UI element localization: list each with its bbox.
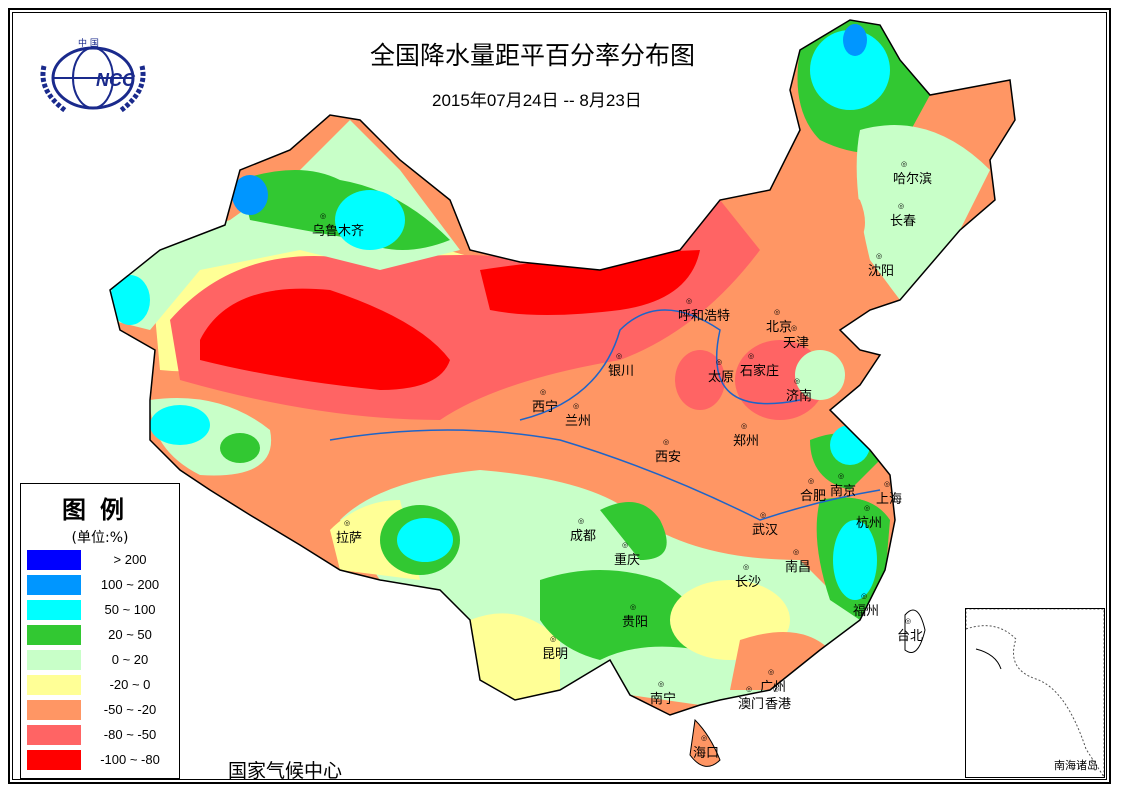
legend-item: -100 ~ -80 [27, 747, 179, 772]
legend-swatch [27, 624, 81, 645]
city-label: 兰州 [565, 402, 591, 429]
legend-swatch [27, 674, 81, 695]
city-label: 南京 [830, 472, 856, 499]
legend-label: 0 ~ 20 [111, 652, 149, 667]
legend-swatch [27, 549, 81, 570]
legend-item: > 200 [27, 547, 179, 572]
city-label: 香港 [765, 685, 791, 712]
legend-swatch [27, 599, 81, 620]
city-label: 福州 [853, 592, 879, 619]
legend-swatch [27, 724, 81, 745]
organization-name: 国家气候中心 [228, 760, 343, 782]
legend-item: 0 ~ 20 [27, 647, 179, 672]
legend-swatch [27, 574, 81, 595]
city-label: 郑州 [733, 422, 759, 449]
city-label: 天津 [783, 324, 809, 351]
legend-item: 20 ~ 50 [27, 622, 179, 647]
city-label: 贵阳 [622, 603, 648, 630]
city-label: 西安 [655, 438, 681, 465]
city-label: 济南 [786, 377, 812, 404]
city-label: 哈尔滨 [893, 160, 932, 187]
city-label: 南昌 [785, 548, 811, 575]
city-label: 长春 [890, 202, 916, 229]
city-label: 长沙 [735, 563, 761, 590]
city-label: 成都 [570, 517, 596, 544]
city-label: 银川 [608, 352, 634, 379]
legend-title: 图例 [62, 496, 138, 524]
inset-label: 南海诸岛 [1054, 759, 1098, 772]
map-title: 全国降水量距平百分率分布图 [370, 41, 696, 70]
legend-label: -50 ~ -20 [103, 702, 157, 717]
svg-text:NCC: NCC [96, 70, 136, 90]
outer-frame [8, 8, 1111, 784]
city-label: 合肥 [800, 477, 826, 504]
south-china-sea-inset: 南海诸岛 [965, 608, 1105, 779]
city-label: 石家庄 [740, 352, 779, 379]
inner-frame [12, 12, 1107, 780]
legend-label: 50 ~ 100 [104, 602, 156, 617]
city-label: 海口 [693, 734, 719, 761]
yangtze-river [329, 429, 881, 521]
city-label: 西宁 [532, 388, 558, 415]
legend-label: -80 ~ -50 [103, 727, 157, 742]
legend: 图例 (单位:%) > 200 100 ~ 200 50 ~ 100 20 ~ 50 0… [20, 483, 180, 779]
legend-item: -80 ~ -50 [27, 722, 179, 747]
svg-text:中 国: 中 国 [78, 37, 99, 49]
city-label: 重庆 [614, 541, 640, 568]
date-range: 2015年07月24日 -- 8月23日 [432, 91, 642, 110]
legend-item: -20 ~ 0 [27, 672, 179, 697]
legend-item: -50 ~ -20 [27, 697, 179, 722]
city-label: 昆明 [542, 635, 568, 662]
city-label: 沈阳 [868, 252, 894, 279]
legend-label: -100 ~ -80 [100, 752, 160, 767]
legend-item: 50 ~ 100 [27, 597, 179, 622]
legend-label: -20 ~ 0 [109, 677, 151, 692]
yellow-river [519, 309, 801, 421]
legend-swatch [27, 649, 81, 670]
ncc-logo: NCC 中 国 [40, 37, 146, 114]
city-label: 拉萨 [336, 519, 362, 546]
city-label: 太原 [708, 358, 734, 385]
city-label: 呼和浩特 [678, 297, 730, 324]
legend-swatch [27, 749, 81, 770]
city-label: 上海 [876, 480, 902, 507]
city-label: 台北 [897, 617, 923, 644]
legend-label: 100 ~ 200 [100, 577, 160, 592]
legend-unit: (单位:%) [71, 530, 129, 546]
china-border [109, 19, 1016, 716]
city-label: 南宁 [650, 680, 676, 707]
legend-label: 20 ~ 50 [108, 627, 152, 642]
city-label: 澳门 [738, 685, 764, 712]
legend-item: 100 ~ 200 [27, 572, 179, 597]
legend-label: > 200 [113, 552, 147, 567]
city-label: 武汉 [752, 511, 778, 538]
legend-swatch [27, 699, 81, 720]
city-label: 乌鲁木齐 [312, 212, 364, 239]
city-label: 杭州 [856, 504, 882, 531]
inset-map [965, 608, 1105, 779]
